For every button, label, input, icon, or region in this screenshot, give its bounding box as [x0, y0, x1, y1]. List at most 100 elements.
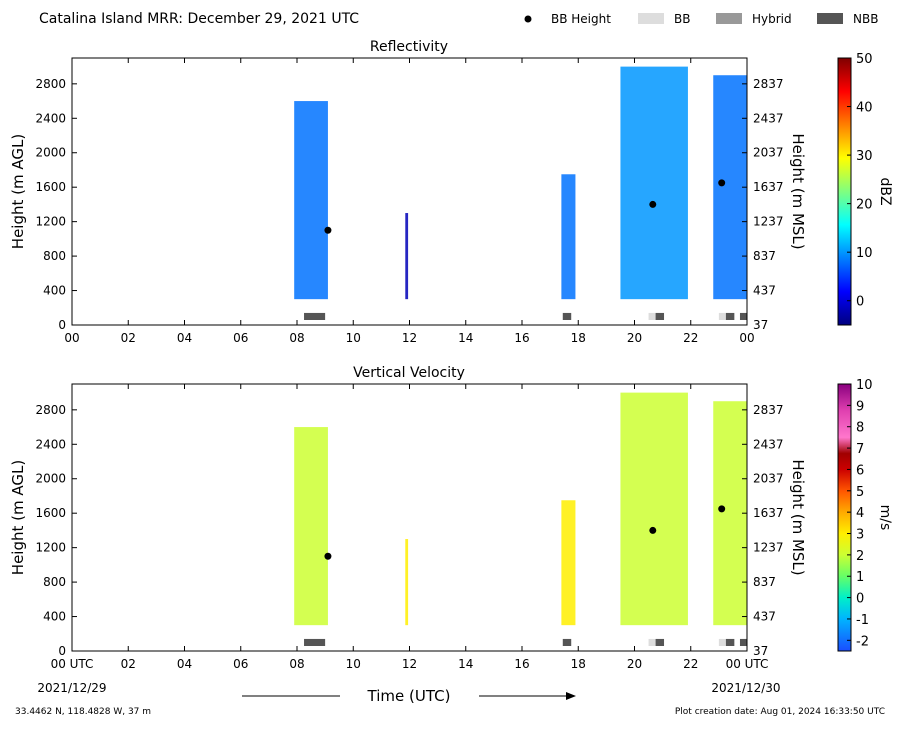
y-tick-label-right: 437 [753, 610, 776, 624]
bb-type-bar-nbb [725, 638, 735, 646]
y-tick-label: 2800 [35, 77, 66, 91]
bb-type-bar-bb [648, 638, 656, 646]
y-tick-label-right: 837 [753, 249, 776, 263]
echo-column [294, 427, 328, 626]
figure-title: Catalina Island MRR: December 29, 2021 U… [39, 11, 359, 27]
bb-height-point [649, 200, 657, 208]
echo-column [620, 392, 688, 626]
y-tick-label-right: 1637 [753, 180, 784, 194]
y-tick-label-right: 37 [753, 644, 768, 658]
bb-type-bar-bb [718, 312, 726, 320]
x-tick-label: 00 UTC [51, 657, 94, 671]
bb-height-point [718, 505, 726, 513]
legend-marker-bb-height [524, 15, 532, 23]
colorbar-tick-label: 50 [856, 52, 873, 67]
x-tick-label: 14 [458, 331, 473, 345]
x-tick-label: 22 [683, 657, 698, 671]
legend-label: BB [674, 12, 690, 26]
x-tick-label: 18 [571, 657, 586, 671]
colorbar-label: m/s [877, 505, 893, 531]
creation-date-text: Plot creation date: Aug 01, 2024 16:33:5… [675, 707, 885, 717]
y-axis-label-right: Height (m MSL) [789, 133, 807, 249]
echo-column [294, 101, 328, 300]
y-axis-label: Height (m AGL) [9, 460, 27, 575]
y-tick-label: 1600 [35, 506, 66, 520]
x-tick-label: 18 [571, 331, 586, 345]
bb-height-point [324, 226, 332, 234]
location-text: 33.4462 N, 118.4828 W, 37 m [15, 707, 151, 717]
y-tick-label-right: 37 [753, 318, 768, 332]
y-tick-label: 2000 [35, 472, 66, 486]
x-axis-label: Time (UTC) [367, 687, 451, 705]
y-tick-label: 1600 [35, 180, 66, 194]
time-arrow-head [566, 692, 576, 700]
y-tick-label: 2800 [35, 403, 66, 417]
bb-type-bar-nbb [562, 638, 572, 646]
date-end-label: 2021/12/30 [711, 681, 780, 695]
legend-swatch-nbb [817, 13, 843, 24]
bb-type-bar-bb [718, 638, 726, 646]
bb-type-bar-nbb [655, 312, 665, 320]
echo-column [405, 539, 409, 626]
y-tick-label: 1200 [35, 215, 66, 229]
bb-type-bar-nbb [304, 312, 326, 320]
colorbar-tick-label: 7 [856, 442, 864, 457]
echo-column [405, 213, 409, 300]
colorbar-tick-label: 4 [856, 506, 864, 521]
y-tick-label-right: 2837 [753, 77, 784, 91]
y-tick-label: 2000 [35, 146, 66, 160]
colorbar-tick-label: 6 [856, 463, 864, 478]
legend-label: BB Height [551, 12, 611, 26]
y-tick-label-right: 1237 [753, 541, 784, 555]
echo-column [561, 174, 576, 300]
x-tick-label: 14 [458, 657, 473, 671]
legend-swatch-hybrid [716, 13, 742, 24]
y-tick-label: 800 [43, 249, 66, 263]
x-tick-label: 12 [402, 331, 417, 345]
date-start-label: 2021/12/29 [37, 681, 106, 695]
panel-title: Vertical Velocity [353, 365, 465, 381]
panel-title: Reflectivity [370, 39, 448, 55]
colorbar [837, 57, 852, 326]
x-tick-label: 20 [627, 331, 642, 345]
y-axis-label: Height (m AGL) [9, 134, 27, 249]
colorbar-tick-label: 20 [856, 198, 873, 213]
colorbar-tick-label: 8 [856, 421, 864, 436]
bb-type-bar-nbb [739, 638, 747, 646]
x-tick-label: 06 [233, 331, 248, 345]
colorbar-tick-label: 10 [856, 246, 873, 261]
echo-column [620, 66, 688, 300]
colorbar-label: dBZ [877, 177, 893, 205]
x-tick-label: 10 [346, 657, 361, 671]
colorbar-tick-label: -2 [856, 634, 869, 649]
y-tick-label: 0 [58, 644, 66, 658]
bb-height-point [718, 179, 726, 187]
x-tick-label: 12 [402, 657, 417, 671]
bb-type-bar-nbb [725, 312, 735, 320]
x-tick-label: 06 [233, 657, 248, 671]
colorbar-tick-label: -1 [856, 613, 869, 628]
legend: BB Height BB Hybrid NBB [524, 12, 878, 26]
y-tick-label-right: 2437 [753, 111, 784, 125]
legend-label: Hybrid [752, 12, 792, 26]
x-tick-label: 22 [683, 331, 698, 345]
y-tick-label-right: 1637 [753, 506, 784, 520]
y-tick-label: 0 [58, 318, 66, 332]
echo-column [561, 500, 576, 626]
legend-swatch-bb [638, 13, 664, 24]
bb-type-bar-nbb [655, 638, 665, 646]
bb-type-bar-nbb [562, 312, 572, 320]
x-tick-label: 08 [289, 331, 304, 345]
y-tick-label-right: 2037 [753, 472, 784, 486]
bb-type-bar-nbb [739, 312, 747, 320]
x-tick-label: 00 [739, 331, 754, 345]
bb-height-point [324, 552, 332, 560]
colorbar-tick-label: 30 [856, 149, 873, 164]
bb-height-point [649, 526, 657, 534]
x-tick-label: 02 [121, 657, 136, 671]
vertical-velocity-panel: Vertical Velocity 00 UTC 02 04 06 08 10 12 14 16… [9, 365, 893, 671]
colorbar-tick-label: 5 [856, 485, 864, 500]
y-tick-label: 800 [43, 575, 66, 589]
y-tick-label: 400 [43, 610, 66, 624]
